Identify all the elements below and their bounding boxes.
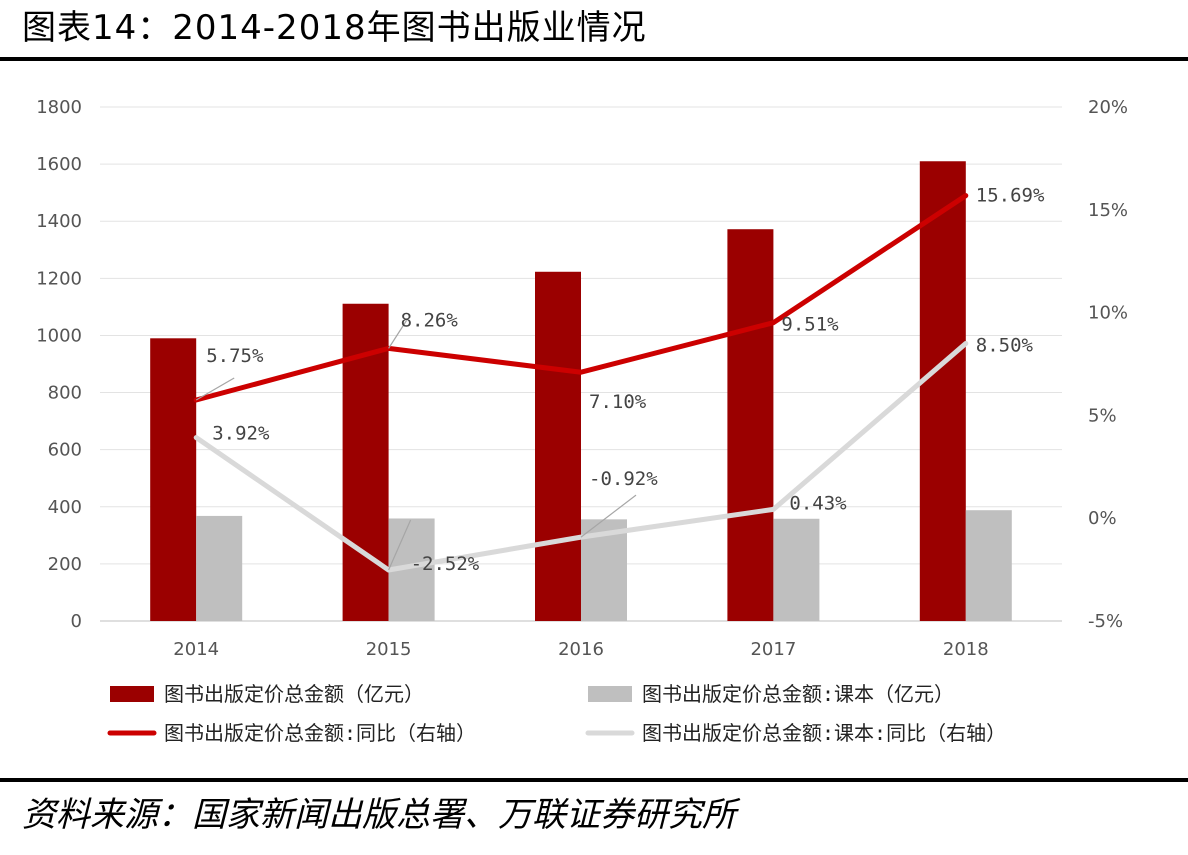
bar-total — [727, 229, 774, 621]
legend-label: 图书出版定价总金额（亿元） — [164, 682, 424, 706]
data-label: 7.10% — [589, 391, 647, 413]
x-axis-tick-label: 2015 — [366, 639, 412, 660]
bar-textbook — [773, 518, 820, 621]
left-axis-tick-label: 200 — [48, 554, 82, 575]
label-leader-line — [388, 320, 408, 349]
data-label: 8.50% — [976, 334, 1034, 356]
x-axis-tick-label: 2014 — [173, 639, 219, 660]
left-axis-tick-label: 1600 — [36, 154, 82, 175]
x-axis-tick-label: 2016 — [558, 639, 604, 660]
left-axis-tick-label: 1400 — [36, 211, 82, 232]
data-label: 3.92% — [212, 423, 270, 445]
right-axis-tick-label: 15% — [1088, 200, 1128, 221]
lines — [193, 193, 969, 573]
legend: 图书出版定价总金额（亿元） 图书出版定价总金额:课本（亿元） 图书出版定价总金额:同… — [107, 682, 1006, 745]
left-axis: 0 200 400 600 800 1000 1200 1400 1600 1800 — [36, 97, 82, 632]
data-labels: 5.75% 8.26% 7.10% 9.51% 15.69% 3.92% -2.52% -0.… — [206, 185, 1045, 575]
data-label: -2.52% — [411, 553, 480, 575]
right-axis-tick-label: 20% — [1088, 97, 1128, 118]
left-axis-tick-label: 800 — [48, 383, 82, 404]
x-axis-tick-label: 2017 — [750, 639, 796, 660]
left-axis-tick-label: 600 — [48, 440, 82, 461]
bar-textbook — [965, 510, 1012, 621]
left-axis-tick-label: 1000 — [36, 325, 82, 346]
right-axis-tick-label: 10% — [1088, 303, 1128, 324]
bar-total — [150, 338, 197, 621]
left-axis-tick-label: 1200 — [36, 268, 82, 289]
bar-total — [919, 161, 966, 621]
x-axis: 2014 2015 2016 2017 2018 — [173, 639, 988, 660]
line-total-yoy — [193, 193, 969, 403]
data-label: 9.51% — [781, 314, 839, 336]
legend-swatch — [110, 686, 154, 702]
data-label: -0.92% — [589, 468, 658, 490]
top-divider — [0, 57, 1188, 61]
right-axis-tick-label: 5% — [1088, 405, 1117, 426]
chart: 0 200 400 600 800 1000 1200 1400 1600 1800 -5% 0% 5… — [36, 97, 1128, 745]
bottom-divider — [0, 778, 1188, 782]
left-axis-tick-label: 1800 — [36, 97, 82, 118]
legend-label: 图书出版定价总金额:课本:同比（右轴） — [642, 721, 1006, 745]
chart-title: 图表14：2014-2018年图书出版业情况 — [22, 8, 647, 48]
left-axis-tick-label: 400 — [48, 497, 82, 518]
legend-swatch — [588, 686, 632, 702]
legend-label: 图书出版定价总金额:课本（亿元） — [642, 682, 954, 706]
source-note: 资料来源：国家新闻出版总署、万联证券研究所 — [22, 795, 736, 835]
x-axis-tick-label: 2018 — [943, 639, 989, 660]
data-label: 8.26% — [401, 309, 459, 331]
right-axis-tick-label: 0% — [1088, 508, 1117, 529]
label-leader-line — [580, 494, 637, 538]
data-label: 5.75% — [206, 345, 264, 367]
label-leader-line — [388, 519, 412, 571]
right-axis: -5% 0% 5% 10% 15% 20% — [1088, 97, 1128, 632]
bars — [150, 161, 1012, 621]
label-leader-line — [195, 377, 235, 401]
data-label: 0.43% — [789, 492, 847, 514]
legend-label: 图书出版定价总金额:同比（右轴） — [164, 721, 476, 745]
line-textbook-yoy — [193, 340, 969, 573]
label-leader-lines — [195, 320, 637, 571]
left-axis-tick-label: 0 — [71, 611, 82, 632]
bar-total — [535, 271, 581, 621]
data-label: 15.69% — [976, 185, 1045, 207]
right-axis-tick-label: -5% — [1088, 611, 1123, 632]
bar-textbook — [196, 515, 243, 621]
